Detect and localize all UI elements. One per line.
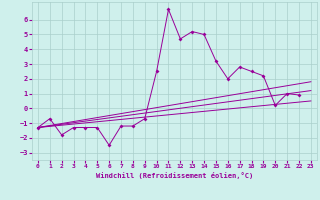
X-axis label: Windchill (Refroidissement éolien,°C): Windchill (Refroidissement éolien,°C) — [96, 172, 253, 179]
